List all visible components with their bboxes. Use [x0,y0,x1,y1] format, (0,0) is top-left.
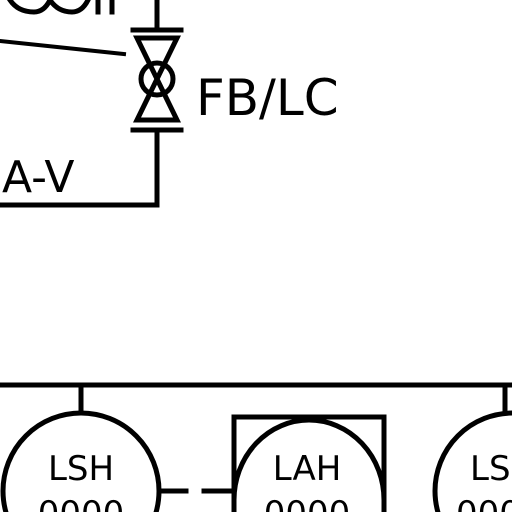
signal-line [0,38,127,57]
partial-symbol-top [6,0,115,15]
instrument-lsh-bubble[interactable] [0,410,162,512]
instrument-lah-bubble[interactable] [231,414,387,512]
instrument-number-ls: 0000 [456,494,512,512]
instrument-ls-bubble[interactable] [432,410,512,512]
line-label: A-V [2,152,75,203]
control-valve-symbol[interactable] [130,27,184,133]
instrument-number-lsh: 0000 [38,494,125,512]
instrument-number-lah: 0000 [264,494,351,512]
instrument-tag-ls: LS [470,449,511,489]
instrument-tag-lsh: LSH [48,449,114,489]
valve-tag: FB/LC [196,69,339,127]
instrument-tag-lah: LAH [273,449,342,489]
